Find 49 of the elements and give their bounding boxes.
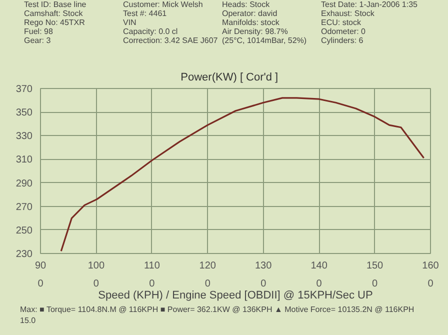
text: Correction: 3.42 SAE J607	[123, 36, 219, 45]
text: 0	[372, 278, 378, 290]
text: (25°C, 1014mBar, 52%)	[222, 36, 308, 45]
y-tick-label: 250	[16, 225, 33, 236]
y-tick-label: 370	[16, 84, 33, 95]
x-tick-label: 110	[144, 260, 160, 272]
x-tick-label: 120	[199, 260, 216, 272]
text: 0	[204, 278, 211, 290]
text: Max: ■ Torque= 1104.8N.M @ 116KPH ■ Power= 362.1KW @ 136KPH ▲ Motive Force= 10135.2N @ 116KPH	[20, 304, 414, 315]
text: Gear: 3	[24, 36, 52, 45]
text: Customer: Mick Welsh	[123, 0, 204, 9]
text: 0	[93, 278, 100, 290]
x-tick-label: 150	[366, 260, 384, 272]
text: Test Date: 1-Jan-2006 1:35	[321, 0, 419, 9]
text: ECU: stock	[321, 18, 362, 27]
y-tick-label: 230	[16, 249, 33, 260]
chart-title: Power(KW) [ Cor'd ]	[180, 72, 278, 84]
text: Exhaust: Stock	[321, 9, 376, 18]
x-tick-label: 160	[422, 260, 440, 272]
y-tick-label: 330	[16, 131, 33, 142]
text: 0	[260, 278, 267, 290]
text: Odometer: 0	[321, 27, 366, 36]
x-tick-label: 130	[255, 260, 272, 272]
text: 0	[149, 278, 156, 290]
text: Test ID: Base line	[24, 0, 88, 9]
text: Heads: Stock	[222, 0, 271, 9]
text: Air Density: 98.7%	[222, 27, 289, 36]
x-axis-title: Speed (KPH) / Engine Speed [OBDII] @ 15KPH/Sec UP	[98, 290, 373, 302]
text: Test #: 4461	[123, 9, 168, 18]
line-series	[60, 97, 425, 252]
y-tick-label: 270	[16, 202, 33, 213]
x-tick-label: 100	[88, 260, 105, 272]
text: Fuel: 98	[24, 27, 54, 36]
x-tick-label: 90	[34, 260, 46, 272]
text: Operator: david	[222, 9, 278, 18]
y-tick-label: 290	[16, 178, 33, 190]
text: VIN	[123, 18, 138, 27]
text: Camshaft: Stock	[24, 9, 84, 18]
y-tick-label: 310	[16, 154, 33, 166]
text: 15.0	[20, 315, 37, 326]
text: Capacity: 0.0 cl	[123, 27, 179, 36]
text: 0	[316, 278, 322, 290]
x-tick-label: 140	[310, 260, 328, 272]
text: 0	[428, 278, 434, 290]
text: Manifolds: stock	[222, 18, 280, 27]
text: 0	[38, 278, 44, 290]
text: Rego No: 45TXR	[24, 18, 86, 27]
y-tick-label: 350	[16, 108, 33, 119]
text: Cylinders: 6	[321, 36, 364, 45]
